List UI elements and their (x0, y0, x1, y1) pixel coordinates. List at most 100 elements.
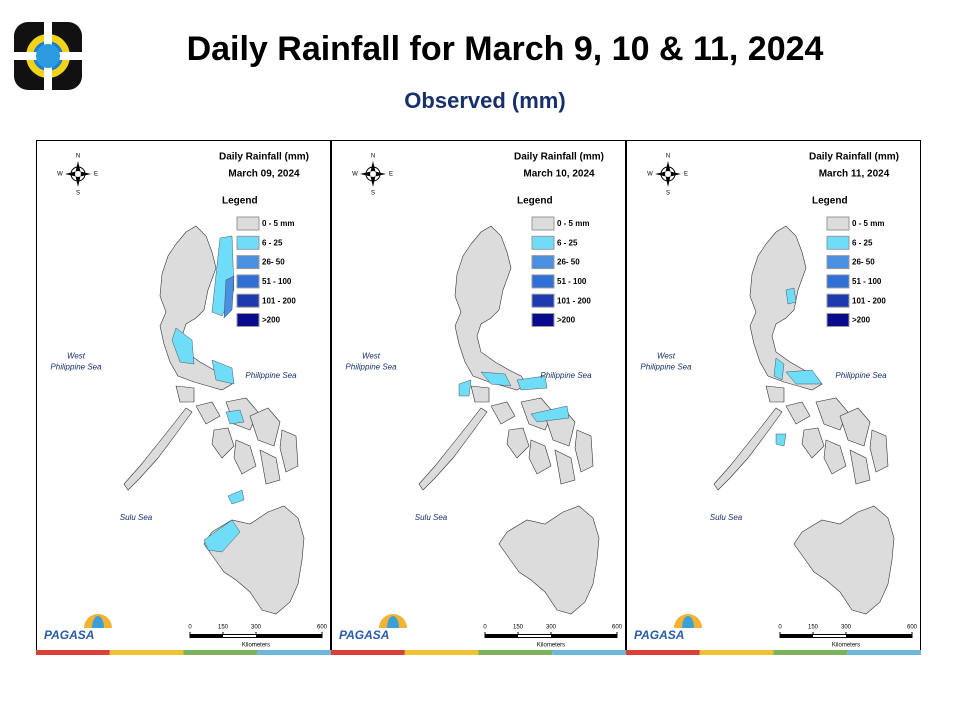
legend-label: 26- 50 (852, 258, 875, 267)
footer-stripe (36, 650, 110, 655)
compass-label: N (371, 154, 375, 160)
legend-label: >200 (852, 316, 871, 325)
legend-swatch (236, 216, 260, 231)
island (249, 407, 281, 447)
island (418, 407, 488, 491)
rain-area (203, 519, 241, 553)
rain-area (458, 379, 472, 397)
legend-swatch (236, 313, 260, 327)
legend-swatch (531, 255, 555, 270)
rain-area (480, 371, 512, 387)
island (123, 407, 193, 491)
scale-tick-label: 150 (513, 625, 524, 631)
island (801, 427, 825, 459)
island (498, 505, 600, 615)
map-date: March 10, 2024 (523, 169, 595, 180)
legend-swatch (826, 274, 850, 289)
legend-label: >200 (262, 316, 281, 325)
legend-swatch (826, 255, 850, 270)
scale-tick-label: 300 (546, 625, 557, 631)
compass-label: E (389, 172, 393, 178)
sea-label: Sulu Sea (120, 513, 153, 522)
map-heading: Daily Rainfall (mm) (219, 152, 309, 163)
island (793, 505, 895, 615)
island (259, 449, 281, 485)
sea-label: Philippine Sea (640, 363, 692, 372)
compass-label: N (76, 154, 80, 160)
sea-label: Philippine Sea (835, 371, 887, 380)
scale-bar (813, 635, 846, 637)
legend-label: 101 - 200 (852, 296, 886, 305)
legend-label: 6 - 25 (262, 238, 283, 247)
footer-stripe (183, 650, 258, 655)
rain-area (227, 489, 245, 505)
compass-label: E (684, 172, 688, 178)
map-heading: Daily Rainfall (mm) (809, 152, 899, 163)
footer-stripe (847, 650, 921, 655)
compass-label: S (371, 191, 375, 197)
legend-swatch (236, 255, 260, 270)
rain-area (773, 357, 785, 381)
scale-tick-label: 150 (808, 625, 819, 631)
legend-swatch (826, 293, 850, 308)
legend-label: 51 - 100 (557, 277, 587, 286)
compass-label: S (76, 191, 80, 197)
scale-tick-label: 0 (188, 625, 192, 631)
scale-unit: Kilometers (832, 643, 860, 649)
scale-unit: Kilometers (242, 643, 270, 649)
footer-stripe (773, 650, 848, 655)
island (554, 449, 576, 485)
scale-tick-label: 600 (612, 625, 623, 631)
sea-label: Philippine Sea (540, 371, 592, 380)
agency-name: PAGASA (44, 628, 94, 642)
legend-swatch (236, 274, 260, 289)
legend-swatch (826, 313, 850, 327)
sea-label: West (362, 352, 381, 361)
island (211, 427, 235, 459)
compass-label: W (352, 172, 358, 178)
scale-tick-label: 300 (841, 625, 852, 631)
umbrella (92, 616, 104, 628)
rain-area (785, 369, 823, 385)
rain-area (530, 405, 570, 423)
legend-label: >200 (557, 316, 576, 325)
sea-label: Philippine Sea (245, 371, 297, 380)
rain-area (785, 287, 797, 305)
rain-area (516, 375, 548, 391)
legend-swatch (236, 235, 260, 250)
legend-swatch (236, 293, 260, 308)
compass-label: W (57, 172, 63, 178)
compass-label: E (94, 172, 98, 178)
umbrella (682, 616, 694, 628)
sea-label: West (67, 352, 86, 361)
island (574, 429, 594, 473)
legend-swatch (531, 313, 555, 327)
compass (655, 161, 681, 187)
rain-area (211, 359, 235, 385)
island (849, 449, 871, 485)
island (713, 407, 783, 491)
island (506, 427, 530, 459)
legend-label: 101 - 200 (262, 296, 296, 305)
island (823, 439, 847, 475)
island (233, 439, 257, 475)
island (765, 385, 785, 403)
compass-label: W (647, 172, 653, 178)
rain-area (775, 433, 787, 447)
island (785, 401, 811, 425)
map-panel: N E S W Daily Rainfall (mm) March 09, 2024 Leg… (36, 140, 331, 655)
sea-label: Sulu Sea (415, 513, 448, 522)
scale-unit: Kilometers (537, 643, 565, 649)
legend-label: 51 - 100 (262, 277, 292, 286)
footer-stripe (404, 650, 479, 655)
legend-title: Legend (812, 196, 848, 207)
agency-name: PAGASA (634, 628, 684, 642)
map-date: March 11, 2024 (819, 169, 890, 180)
sea-label: Philippine Sea (345, 363, 397, 372)
map-panel: N E S W Daily Rainfall (mm) March 10, 2024 Leg… (331, 140, 626, 655)
agency-name: PAGASA (339, 628, 389, 642)
umbrella (387, 616, 399, 628)
footer-stripe (331, 650, 405, 655)
island (528, 439, 552, 475)
